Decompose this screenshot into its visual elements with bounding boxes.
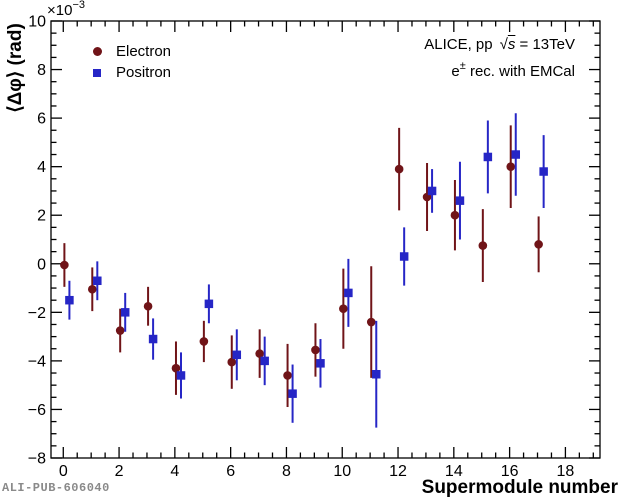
legend-label-positron: Positron (116, 64, 172, 81)
y-tick-label: 6 (37, 111, 46, 128)
legend-item-electron: Electron (88, 41, 171, 62)
positron-data-point (176, 371, 186, 380)
positron-data-point (260, 356, 269, 366)
positron-data-point (204, 299, 214, 309)
x-tick-label: 14 (445, 463, 463, 480)
x-axis-title: Supermodule number (421, 477, 618, 498)
y-tick-label: −4 (28, 353, 46, 370)
figure-id: ALI-PUB-606040 (2, 481, 110, 495)
positron-data-point (399, 252, 409, 261)
annotation-line2: e± rec. with EMCal (451, 60, 575, 80)
positron-marker-icon (88, 68, 106, 77)
positron-data-point (511, 150, 521, 159)
y-tick-label: 2 (37, 208, 46, 225)
x-tick-label: 8 (282, 463, 291, 480)
electron-data-point (60, 260, 69, 270)
positron-data-point (372, 369, 381, 379)
electron-data-point (534, 240, 543, 249)
positron-data-point (455, 196, 465, 205)
electron-data-point (478, 241, 488, 250)
y-tick-label: 10 (28, 14, 46, 31)
electron-data-point (171, 363, 181, 373)
positron-data-point (120, 308, 130, 317)
x-tick-label: 2 (115, 463, 124, 480)
legend-label-electron: Electron (116, 43, 172, 60)
electron-data-point (143, 301, 153, 311)
plot-frame (50, 20, 601, 459)
electron-data-point (506, 162, 516, 171)
y-tick-label: 0 (37, 256, 46, 273)
electron-data-point (255, 349, 264, 358)
x-tick-label: 6 (226, 463, 235, 480)
positron-data-point (344, 288, 353, 298)
y-tick-label: 4 (37, 159, 46, 176)
x-tick-label: 0 (59, 463, 68, 480)
positron-data-point (316, 359, 325, 368)
positron-data-point (232, 350, 242, 360)
y-tick-label: −8 (28, 451, 46, 468)
electron-data-point (115, 326, 125, 335)
electron-data-point (311, 345, 320, 355)
positron-data-point (148, 334, 158, 344)
positron-data-point (93, 276, 102, 286)
y-tick-label: −2 (28, 305, 46, 322)
y-axis-exponent: ×10−3 (47, 0, 85, 19)
annotation-block: ALICE, pp √s = 13TeV e± rec. with EMCal (424, 34, 575, 83)
electron-data-point (394, 164, 404, 174)
electron-data-point (199, 337, 209, 346)
electron-data-point (283, 371, 292, 380)
electron-data-point (87, 284, 97, 294)
positron-data-point (288, 389, 297, 398)
electron-data-point (227, 357, 237, 367)
positron-data-point (483, 152, 493, 162)
y-axis-exponent-base: ×10 (47, 2, 73, 19)
legend-item-positron: Positron (88, 62, 171, 83)
x-tick-label: 10 (333, 463, 351, 480)
y-axis-exponent-power: −3 (72, 0, 85, 11)
legend: Electron Positron (88, 41, 171, 83)
sqrt-icon: √ (499, 36, 508, 53)
y-tick-label: 8 (37, 62, 46, 79)
positron-data-point (65, 295, 74, 305)
annotation-line1: ALICE, pp √s = 13TeV (424, 36, 575, 53)
y-axis-title: ⟨Δφ⟩ (rad) (5, 23, 26, 113)
x-tick-label: 18 (557, 463, 575, 480)
x-tick-label: 4 (170, 463, 179, 480)
positron-data-point (539, 167, 548, 176)
electron-marker-icon (88, 47, 106, 56)
x-tick-label: 12 (389, 463, 407, 480)
y-tick-label: −6 (28, 402, 46, 419)
electron-data-point (450, 210, 460, 220)
positron-data-point (427, 186, 437, 196)
electron-data-point (339, 304, 348, 313)
x-tick-label: 16 (501, 463, 519, 480)
electron-data-point (366, 317, 376, 327)
